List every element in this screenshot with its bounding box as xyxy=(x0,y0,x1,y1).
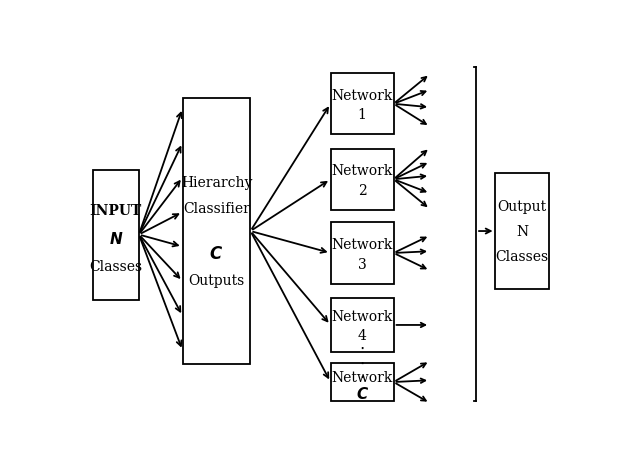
Bar xyxy=(331,149,394,211)
Text: Classes: Classes xyxy=(90,259,142,273)
Text: Hierarchy: Hierarchy xyxy=(181,176,252,189)
Text: $\cdot$
$\cdot$
$\cdot$: $\cdot$ $\cdot$ $\cdot$ xyxy=(359,339,365,385)
Bar xyxy=(496,174,549,289)
Text: $\boldsymbol{C}$: $\boldsymbol{C}$ xyxy=(356,385,369,401)
Text: Classes: Classes xyxy=(496,249,549,263)
Text: Network: Network xyxy=(331,370,393,384)
Text: Network: Network xyxy=(331,164,393,178)
Text: Outputs: Outputs xyxy=(188,273,245,288)
Text: 2: 2 xyxy=(357,183,366,197)
Text: INPUT: INPUT xyxy=(90,203,142,217)
Bar xyxy=(331,223,394,284)
Text: 1: 1 xyxy=(357,108,366,122)
Bar xyxy=(183,98,250,364)
Text: Output: Output xyxy=(498,200,546,214)
Bar xyxy=(331,363,394,401)
Bar xyxy=(93,170,139,300)
Text: $\boldsymbol{C}$: $\boldsymbol{C}$ xyxy=(210,246,223,263)
Text: Network: Network xyxy=(331,89,393,103)
Text: Network: Network xyxy=(331,309,393,324)
Bar xyxy=(331,298,394,352)
Text: Network: Network xyxy=(331,238,393,252)
Text: 4: 4 xyxy=(357,329,366,343)
Bar xyxy=(331,74,394,135)
Text: 3: 3 xyxy=(357,257,366,271)
Text: $\boldsymbol{N}$: $\boldsymbol{N}$ xyxy=(109,231,123,247)
Text: Classifier: Classifier xyxy=(183,202,250,216)
Text: N: N xyxy=(516,224,528,238)
